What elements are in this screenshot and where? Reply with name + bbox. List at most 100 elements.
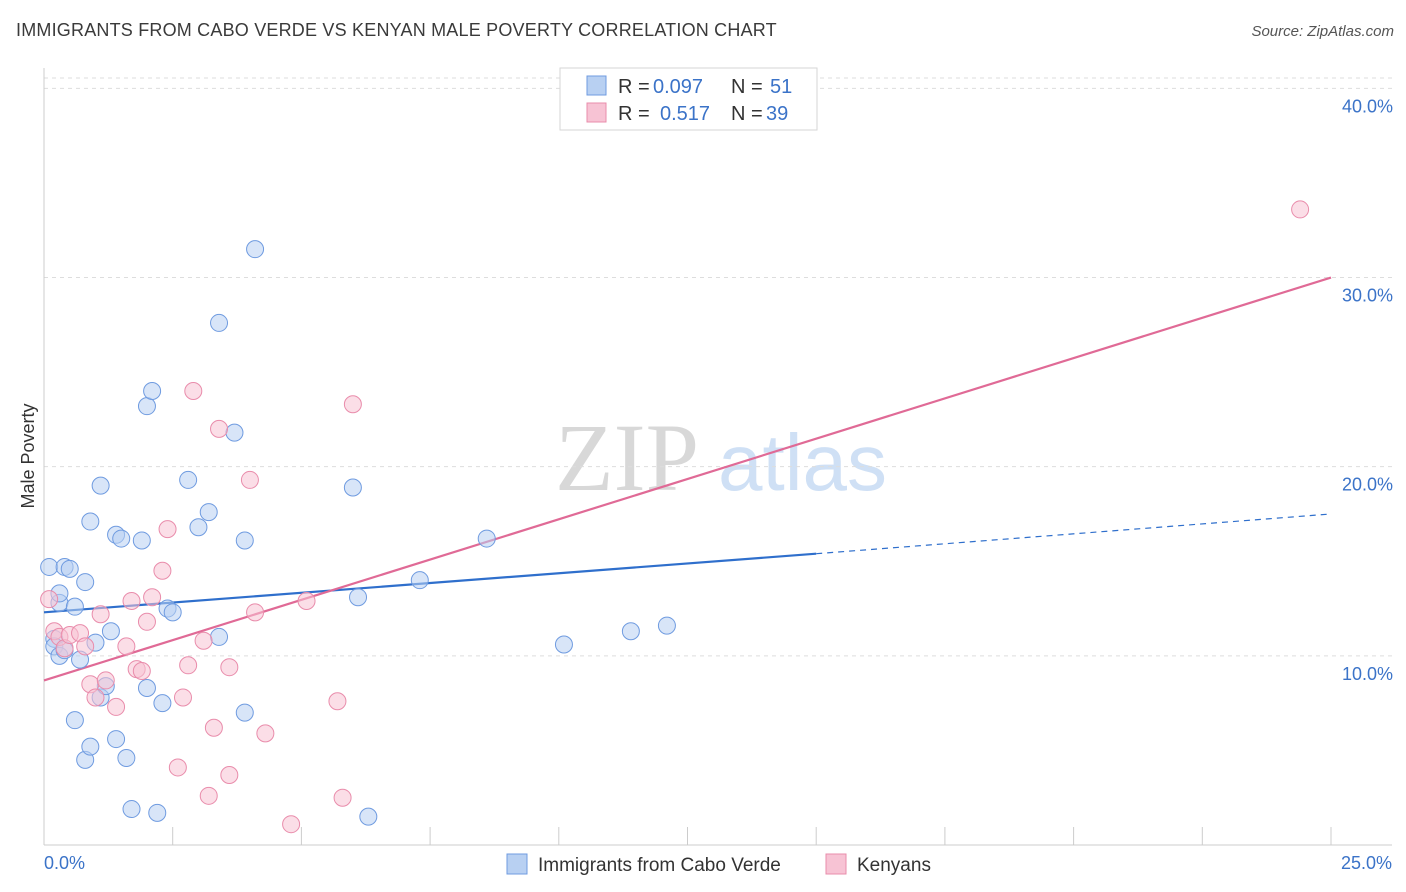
point-kenyan bbox=[158, 520, 177, 539]
point-cabo-verde bbox=[137, 679, 156, 697]
axes bbox=[43, 68, 1392, 846]
y-tick-label-30: 30.0% bbox=[1342, 286, 1393, 306]
point-kenyan bbox=[179, 656, 198, 675]
point-cabo-verde bbox=[246, 240, 265, 259]
data-points bbox=[40, 200, 1310, 834]
point-kenyan bbox=[333, 788, 352, 807]
source-credit: Source: ZipAtlas.com bbox=[1251, 23, 1394, 40]
point-cabo-verde bbox=[65, 597, 84, 616]
chart-title: IMMIGRANTS FROM CABO VERDE VS KENYAN MAL… bbox=[16, 20, 777, 40]
point-kenyan bbox=[199, 786, 218, 805]
point-cabo-verde bbox=[657, 616, 676, 635]
point-kenyan bbox=[282, 815, 301, 834]
point-cabo-verde bbox=[117, 748, 136, 767]
correlation-legend: R = 0.097 N = 51 R = 0.517 N = 39 bbox=[559, 67, 818, 131]
point-cabo-verde bbox=[132, 531, 151, 550]
point-kenyan bbox=[246, 603, 265, 622]
point-cabo-verde bbox=[76, 573, 95, 592]
x-tick-label-min: 0.0% bbox=[44, 853, 85, 873]
point-cabo-verde bbox=[163, 603, 182, 622]
y-tick-label-20: 20.0% bbox=[1342, 475, 1393, 495]
legend-n-label-1: N = bbox=[731, 76, 763, 98]
series-legend: Immigrants from Cabo Verde Kenyans bbox=[506, 853, 931, 876]
point-cabo-verde bbox=[235, 531, 254, 550]
point-kenyan bbox=[86, 688, 105, 707]
point-cabo-verde bbox=[81, 512, 100, 531]
legend-n-value-1: 51 bbox=[770, 76, 792, 98]
point-kenyan bbox=[76, 637, 95, 656]
point-kenyan bbox=[297, 591, 316, 610]
point-cabo-verde bbox=[153, 694, 172, 713]
y-tick-label-40: 40.0% bbox=[1342, 96, 1393, 116]
point-kenyan bbox=[132, 661, 151, 680]
legend-swatch-blue bbox=[586, 75, 607, 96]
series-legend-swatch-blue bbox=[506, 853, 528, 875]
point-kenyan bbox=[256, 724, 275, 743]
point-cabo-verde bbox=[101, 622, 120, 641]
point-cabo-verde bbox=[210, 627, 229, 646]
point-kenyan bbox=[107, 697, 126, 716]
point-kenyan bbox=[143, 588, 162, 607]
series-legend-label-pink: Kenyans bbox=[857, 855, 931, 876]
x-tick-label-max: 25.0% bbox=[1341, 853, 1392, 873]
point-cabo-verde bbox=[81, 737, 100, 756]
point-cabo-verde bbox=[225, 423, 244, 442]
point-kenyan bbox=[40, 590, 59, 609]
point-kenyan bbox=[194, 631, 213, 650]
watermark-atlas: atlas bbox=[718, 418, 887, 507]
point-cabo-verde bbox=[199, 503, 218, 522]
point-cabo-verde bbox=[349, 588, 368, 607]
point-cabo-verde bbox=[107, 730, 126, 749]
point-cabo-verde bbox=[179, 470, 198, 489]
point-kenyan bbox=[153, 561, 172, 580]
legend-r-value-1: 0.097 bbox=[653, 76, 703, 98]
point-cabo-verde bbox=[91, 476, 110, 495]
point-kenyan bbox=[173, 688, 192, 707]
point-kenyan bbox=[210, 419, 229, 438]
trend-lines bbox=[43, 276, 1332, 682]
point-cabo-verde bbox=[143, 382, 162, 401]
point-kenyan bbox=[122, 591, 141, 610]
point-cabo-verde bbox=[235, 703, 254, 722]
grid-lines bbox=[44, 77, 1392, 657]
y-tick-labels: 10.0% 20.0% 30.0% 40.0% bbox=[1342, 96, 1393, 683]
point-cabo-verde bbox=[60, 559, 79, 578]
watermark-zip: ZIP bbox=[555, 404, 699, 511]
trend-line-cabo-verde-extension bbox=[816, 513, 1332, 555]
point-cabo-verde bbox=[359, 807, 378, 826]
point-cabo-verde bbox=[40, 557, 59, 576]
point-cabo-verde bbox=[122, 800, 141, 819]
series-legend-swatch-pink bbox=[825, 853, 847, 875]
point-kenyan bbox=[96, 671, 115, 690]
point-kenyan bbox=[328, 692, 347, 711]
point-kenyan bbox=[91, 605, 110, 624]
legend-r-label-1: R = bbox=[618, 76, 650, 98]
point-kenyan bbox=[240, 470, 259, 489]
point-cabo-verde bbox=[189, 518, 208, 537]
legend-n-label-2: N = bbox=[731, 103, 763, 125]
point-cabo-verde bbox=[137, 397, 156, 416]
point-cabo-verde bbox=[477, 529, 496, 548]
point-kenyan bbox=[137, 612, 156, 631]
point-cabo-verde bbox=[65, 711, 84, 730]
point-kenyan bbox=[168, 758, 187, 777]
point-kenyan bbox=[184, 382, 203, 401]
point-cabo-verde bbox=[410, 571, 429, 590]
point-kenyan bbox=[220, 658, 239, 677]
legend-n-value-2: 39 bbox=[766, 103, 788, 125]
y-axis-label: Male Poverty bbox=[18, 403, 38, 508]
point-cabo-verde bbox=[621, 622, 640, 641]
point-cabo-verde bbox=[148, 803, 167, 822]
legend-r-label-2: R = bbox=[618, 103, 650, 125]
y-tick-label-10: 10.0% bbox=[1342, 664, 1393, 684]
point-kenyan bbox=[343, 395, 362, 414]
legend-swatch-pink bbox=[586, 102, 607, 123]
point-cabo-verde bbox=[112, 529, 131, 548]
point-kenyan bbox=[1291, 200, 1310, 219]
point-cabo-verde bbox=[343, 478, 362, 497]
point-cabo-verde bbox=[554, 635, 573, 654]
point-cabo-verde bbox=[210, 313, 229, 332]
legend-r-value-2: 0.517 bbox=[660, 103, 710, 125]
series-legend-label-blue: Immigrants from Cabo Verde bbox=[538, 855, 781, 876]
